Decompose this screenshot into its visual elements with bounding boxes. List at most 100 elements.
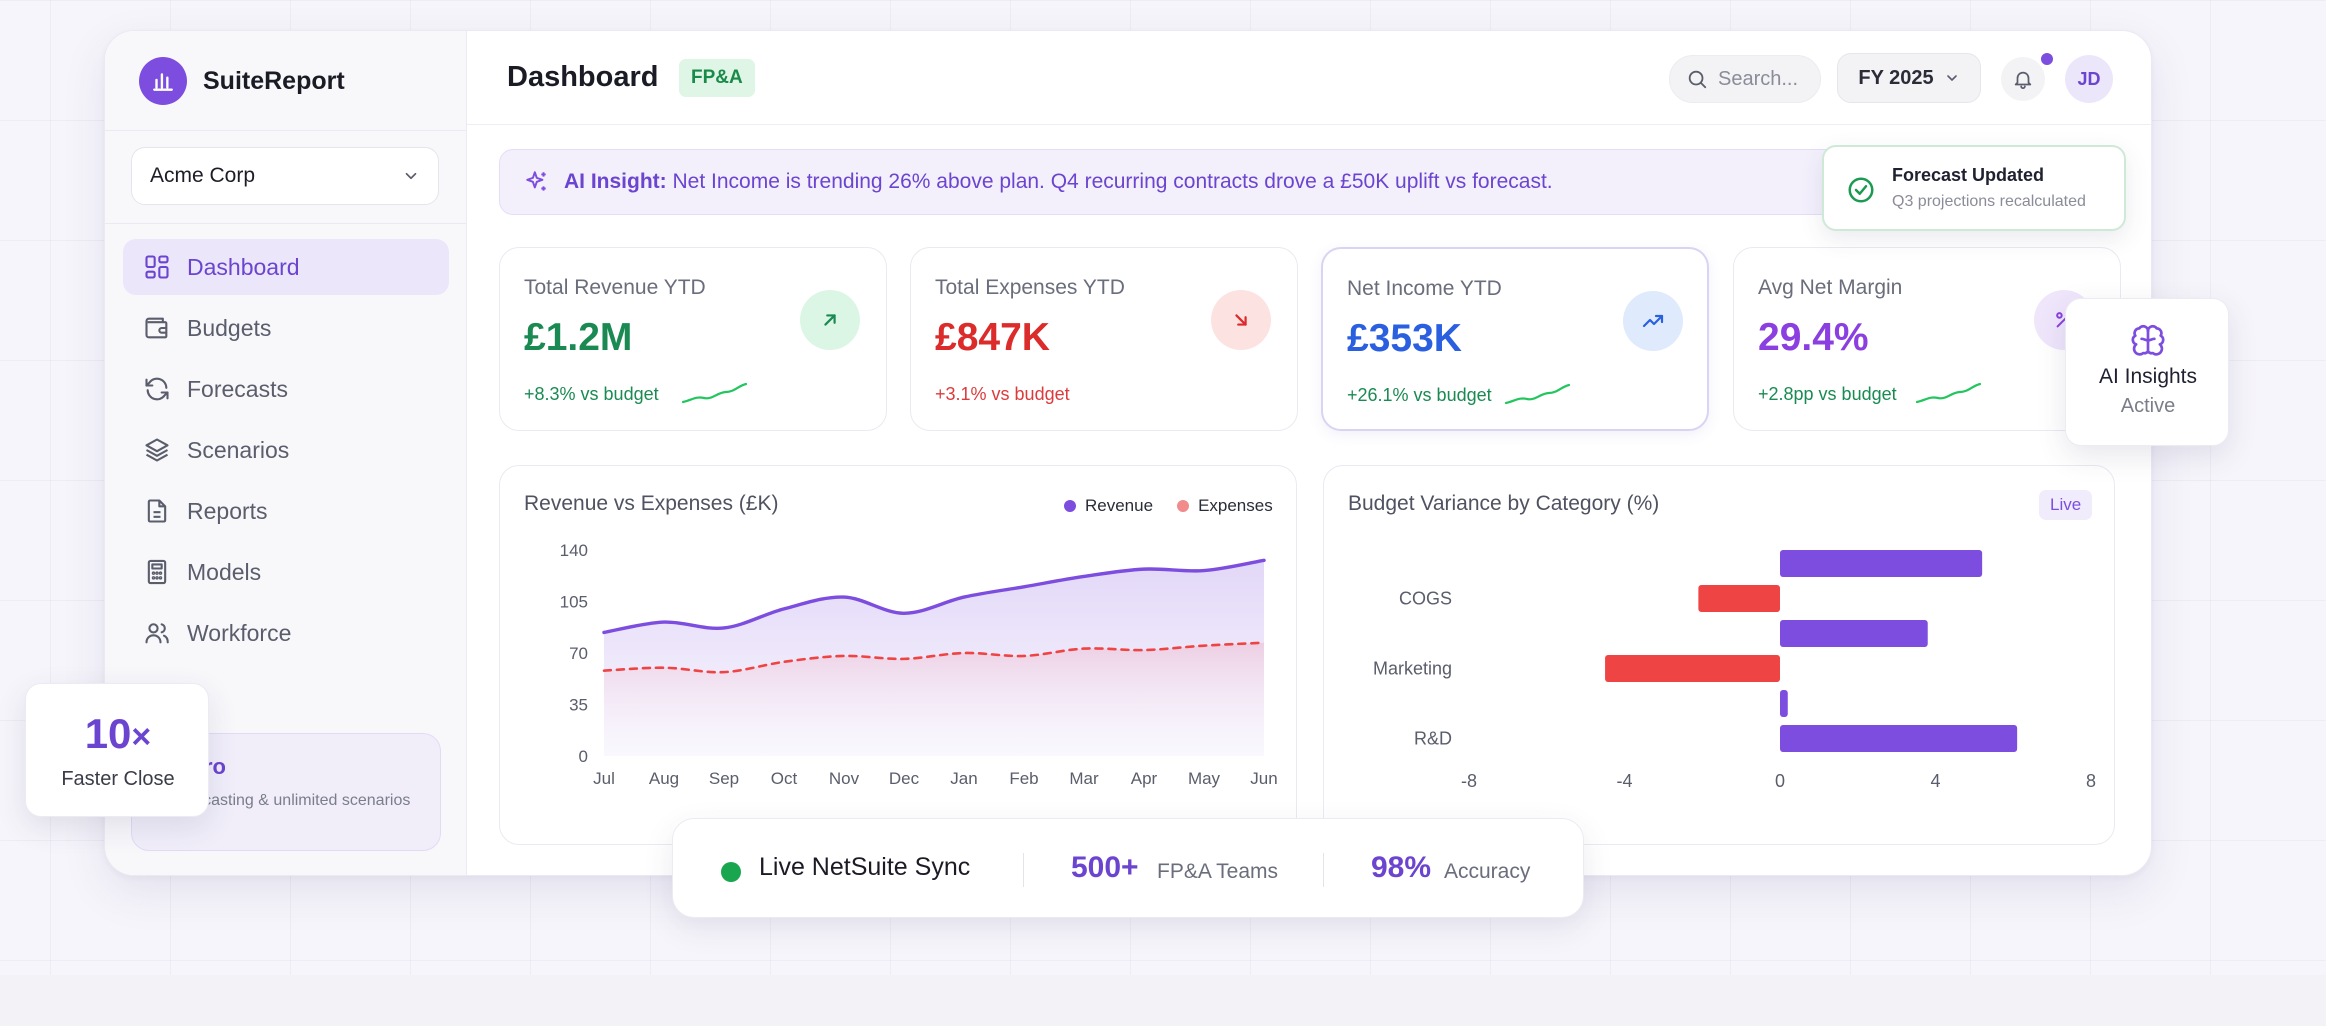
app-window: SuiteReport Acme Corp Dashboard Budgets … bbox=[104, 30, 2152, 876]
sidebar-item-label: Dashboard bbox=[187, 253, 300, 280]
x-tick-label: 8 bbox=[2086, 771, 2096, 791]
faster-close-card: 10× Faster Close bbox=[25, 683, 209, 817]
sidebar-nav: Dashboard Budgets Forecasts Scenarios Re… bbox=[123, 239, 449, 666]
variance-bar bbox=[1780, 620, 1928, 647]
notifications-button[interactable] bbox=[2001, 57, 2045, 101]
notification-dot bbox=[2039, 51, 2055, 67]
kpi-value: 29.4% bbox=[1758, 316, 1869, 359]
stats-bar: Live NetSuite Sync 500+ FP&A Teams 98% A… bbox=[672, 818, 1584, 918]
category-label: R&D bbox=[1414, 729, 1452, 749]
ai-insights-status: Active bbox=[2120, 395, 2176, 417]
revenue-line bbox=[602, 558, 1266, 635]
promo-description: AI forecasting & unlimited scenarios bbox=[156, 792, 411, 809]
arrow-down-right-icon bbox=[1211, 290, 1271, 350]
page-title: Dashboard bbox=[507, 61, 659, 93]
chevron-down-icon bbox=[405, 172, 417, 180]
kpi-label: Net Income YTD bbox=[1347, 277, 1502, 300]
fiscal-year-select[interactable]: FY 2025 bbox=[1837, 53, 1981, 103]
divider bbox=[105, 223, 467, 224]
trending-up-icon bbox=[1623, 291, 1683, 351]
search-icon bbox=[1688, 70, 1707, 89]
sidebar-item-scenarios[interactable]: Scenarios bbox=[123, 422, 449, 478]
sparkline bbox=[1504, 383, 1571, 405]
chevron-down-icon bbox=[1946, 75, 1957, 81]
budget-variance-chart: COGS Marketing R&D -8 -4 0 4 8 bbox=[1373, 550, 2096, 791]
kpi-value: £353K bbox=[1347, 317, 1462, 360]
x-tick-label: 0 bbox=[1775, 771, 1785, 791]
legend-label: Revenue bbox=[1085, 496, 1154, 515]
sidebar-item-label: Forecasts bbox=[187, 375, 288, 402]
divider bbox=[1323, 853, 1324, 887]
layers-icon bbox=[145, 438, 169, 462]
brand-name: SuiteReport bbox=[203, 66, 345, 95]
toast-subtitle: Q3 projections recalculated bbox=[1892, 193, 2086, 210]
kpi-card-margin[interactable]: Avg Net Margin 29.4% +2.8pp vs budget bbox=[1733, 247, 2121, 431]
refresh-icon bbox=[145, 377, 169, 401]
accuracy-value: 98% bbox=[1371, 851, 1432, 884]
teams-label: FP&A Teams bbox=[1157, 860, 1278, 883]
legend-item-revenue[interactable]: Revenue bbox=[1064, 496, 1153, 516]
budget-variance-card: Budget Variance by Category (%) Live COG… bbox=[1323, 465, 2115, 845]
category-label: Marketing bbox=[1373, 659, 1452, 679]
sidebar-item-dashboard[interactable]: Dashboard bbox=[123, 239, 449, 295]
kpi-value: £1.2M bbox=[524, 316, 633, 359]
sidebar-item-workforce[interactable]: Workforce bbox=[123, 605, 449, 661]
org-select-value: Acme Corp bbox=[150, 164, 256, 187]
revenue-expenses-card: Revenue vs Expenses (£K) Revenue Expense… bbox=[499, 465, 1297, 845]
variance-bar bbox=[1605, 655, 1780, 682]
sidebar-item-models[interactable]: Models bbox=[123, 544, 449, 600]
faster-close-value: 10× bbox=[84, 710, 152, 757]
sidebar-item-budgets[interactable]: Budgets bbox=[123, 300, 449, 356]
sidebar-item-reports[interactable]: Reports bbox=[123, 483, 449, 539]
kpi-delta: +8.3% vs budget bbox=[524, 384, 659, 404]
accuracy-label: Accuracy bbox=[1444, 860, 1531, 883]
x-tick-label: Feb bbox=[1009, 769, 1038, 788]
check-circle-icon bbox=[1848, 177, 1874, 203]
promo-title: ro bbox=[204, 754, 226, 779]
sidebar-item-label: Budgets bbox=[187, 314, 272, 341]
kpi-label: Total Revenue YTD bbox=[524, 276, 706, 299]
avatar[interactable]: JD bbox=[2065, 55, 2113, 103]
x-tick-label: May bbox=[1188, 769, 1221, 788]
kpi-card-expenses[interactable]: Total Expenses YTD £847K +3.1% vs budget bbox=[910, 247, 1298, 431]
x-tick-label: Apr bbox=[1131, 769, 1158, 788]
teams-value: 500+ bbox=[1071, 851, 1139, 884]
legend-item-expenses[interactable]: Expenses bbox=[1177, 496, 1273, 516]
chart-title: Revenue vs Expenses (£K) bbox=[524, 492, 779, 515]
kpi-card-net-income[interactable]: Net Income YTD £353K +26.1% vs budget bbox=[1321, 247, 1709, 431]
kpi-value: £847K bbox=[935, 316, 1050, 359]
x-tick-label: -4 bbox=[1616, 771, 1632, 791]
arrow-up-right-icon bbox=[800, 290, 860, 350]
insight-text: Net Income is trending 26% above plan. Q… bbox=[672, 170, 1553, 193]
x-tick-label: Aug bbox=[649, 769, 679, 788]
ai-insights-card[interactable]: AI Insights Active bbox=[2065, 298, 2229, 446]
expenses-area bbox=[604, 642, 1264, 756]
sparkline bbox=[681, 382, 748, 404]
users-icon bbox=[145, 623, 169, 644]
search-box[interactable]: Search... bbox=[1669, 55, 1821, 103]
kpi-card-revenue[interactable]: Total Revenue YTD £1.2M +8.3% vs budget bbox=[499, 247, 887, 431]
sidebar-item-label: Reports bbox=[187, 497, 268, 524]
divider bbox=[105, 130, 467, 131]
brand[interactable]: SuiteReport bbox=[139, 57, 345, 105]
divider bbox=[1023, 853, 1024, 887]
fiscal-year-value: FY 2025 bbox=[1858, 66, 1934, 89]
category-label: COGS bbox=[1399, 589, 1452, 609]
insight-label: AI Insight: bbox=[564, 170, 667, 193]
legend-label: Expenses bbox=[1198, 496, 1273, 515]
background-footer bbox=[0, 975, 2326, 1026]
sidebar-item-label: Scenarios bbox=[187, 436, 290, 463]
org-select[interactable]: Acme Corp bbox=[131, 147, 439, 205]
chart-legend: Revenue Expenses bbox=[1064, 496, 1273, 516]
expenses-line bbox=[602, 641, 1266, 674]
kpi-delta: +2.8pp vs budget bbox=[1758, 384, 1897, 404]
document-icon bbox=[147, 499, 167, 523]
forecast-toast[interactable]: Forecast Updated Q3 projections recalcul… bbox=[1822, 145, 2126, 231]
revenue-expenses-chart: 0 35 70 105 140 Jul Aug Sep Oct Nov Dec Jan Feb Mar Ap… bbox=[560, 541, 1278, 788]
search-placeholder: Search... bbox=[1718, 67, 1799, 90]
bar-chart-icon bbox=[139, 57, 187, 105]
kpi-label: Avg Net Margin bbox=[1758, 276, 1903, 299]
fpa-tag: FP&A bbox=[679, 59, 755, 97]
sidebar-item-forecasts[interactable]: Forecasts bbox=[123, 361, 449, 417]
x-tick-label: Sep bbox=[709, 769, 739, 788]
